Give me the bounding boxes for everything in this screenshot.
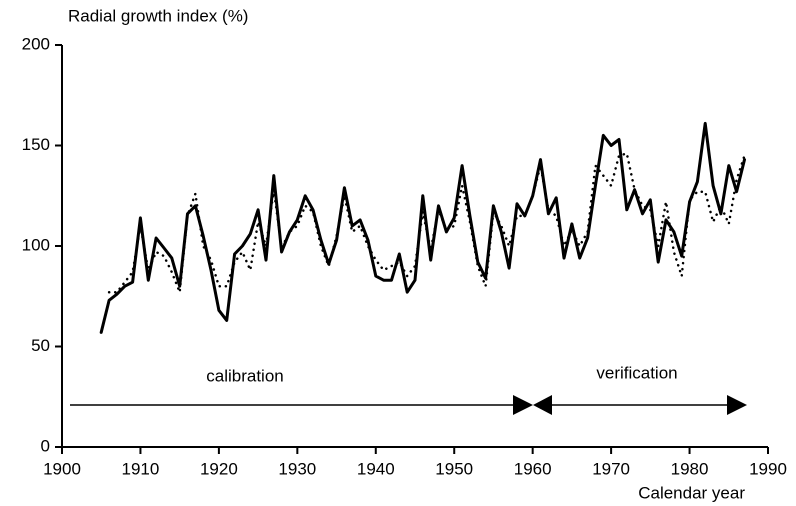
y-axis-title: Radial growth index (%) [68,6,248,25]
series-line [99,121,746,334]
x-tick-label: 1930 [278,459,316,478]
x-tick-label: 1980 [671,459,709,478]
arrow-head [533,395,552,415]
x-tick-label: 1990 [749,459,787,478]
y-tick-label: 150 [22,135,50,154]
x-tick-label: 1900 [43,459,81,478]
x-tick-label: 1920 [200,459,238,478]
x-tick-label: 1960 [514,459,552,478]
annotation: calibration [206,366,284,385]
x-tick-label: 1970 [592,459,630,478]
x-axis-title: Calendar year [638,483,745,502]
annotation: verification [596,363,677,382]
y-tick-label: 50 [31,336,50,355]
x-tick-label: 1910 [122,459,160,478]
arrow-head [727,395,747,415]
arrow-head [513,395,533,415]
y-tick-label: 0 [41,436,50,455]
x-tick-label: 1950 [435,459,473,478]
y-tick-label: 200 [22,34,50,53]
x-tick-label: 1940 [357,459,395,478]
y-tick-label: 100 [22,235,50,254]
series-line [107,152,746,294]
